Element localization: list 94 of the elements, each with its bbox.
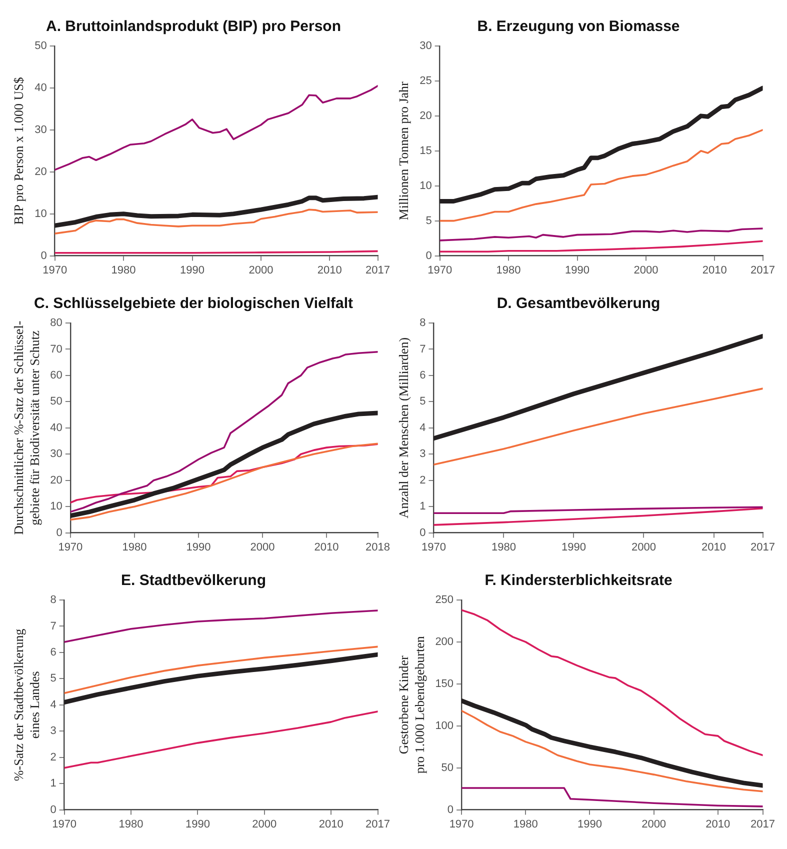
x-tick-label: 1970 <box>428 264 452 276</box>
x-tick-label: 1970 <box>42 264 68 276</box>
y-tick-label: 20 <box>34 166 47 178</box>
y-tick-label: 60 <box>50 369 62 382</box>
x-tick-label: 2010 <box>706 818 730 830</box>
x-tick-label: 1970 <box>58 541 83 554</box>
x-tick-label: 2017 <box>750 818 776 830</box>
y-tick-label: 150 <box>435 678 454 690</box>
y-axis-title: Millionen Tonnen pro Jahr <box>396 80 412 220</box>
y-tick-label: 0 <box>420 526 426 539</box>
y-axis-title: Gestorbene Kinder pro 1.000 Lebendgeburten <box>396 636 427 774</box>
y-tick-label: 70 <box>50 343 62 356</box>
x-tick-label: 1990 <box>180 264 204 276</box>
y-tick-label: 5 <box>420 396 426 408</box>
x-tick-label: 2017 <box>366 264 390 276</box>
y-tick-label: 100 <box>435 720 454 732</box>
y-tick-label: 80 <box>50 317 62 330</box>
x-tick-label: 2000 <box>252 818 277 830</box>
x-tick-label: 1990 <box>186 541 211 554</box>
chart-title: E. Stadtbevölkerung <box>120 572 266 590</box>
y-tick-label: 40 <box>50 422 62 434</box>
y-tick-label: 5 <box>426 214 432 227</box>
y-tick-label: 8 <box>50 594 56 606</box>
x-tick-label: 1990 <box>561 541 586 554</box>
y-tick-label: 0 <box>50 804 56 816</box>
x-tick-label: 1980 <box>513 818 538 830</box>
y-axis-title: BIP pro Person x 1.000 US$ <box>11 76 26 225</box>
y-tick-label: 0 <box>40 250 47 262</box>
y-axis-title: Anzahl der Menschen (Milliarden) <box>396 337 412 518</box>
y-tick-label: 0 <box>447 804 454 816</box>
y-tick-label: 0 <box>56 526 62 539</box>
y-tick-label: 1 <box>420 500 426 513</box>
y-tick-label: 8 <box>420 317 426 330</box>
x-tick-label: 2017 <box>366 818 390 830</box>
y-tick-label: 0 <box>426 250 432 262</box>
y-tick-label: 30 <box>50 448 62 460</box>
y-tick-label: 50 <box>50 396 62 408</box>
y-tick-label: 15 <box>420 144 432 157</box>
y-axis-title: Durchschnittlicher %-Satz der Schlüssel- gebiete für Biodiversität unter Schutz <box>11 320 42 535</box>
y-tick-label: 25 <box>420 75 432 87</box>
y-axis-title: %-Satz der Stadtbevölkerung eines Landes <box>11 628 42 782</box>
x-tick-label: 2000 <box>642 818 666 830</box>
y-tick-label: 5 <box>50 672 56 685</box>
y-tick-label: 30 <box>34 124 47 136</box>
y-tick-label: 3 <box>420 448 426 460</box>
y-tick-label: 4 <box>50 698 56 711</box>
x-tick-label: 2018 <box>366 541 390 554</box>
y-tick-label: 6 <box>420 369 426 382</box>
x-tick-label: 1980 <box>496 264 521 276</box>
y-tick-label: 200 <box>435 636 454 648</box>
x-tick-label: 2010 <box>317 264 342 276</box>
x-tick-label: 1970 <box>52 818 77 830</box>
x-tick-label: 2010 <box>318 818 344 830</box>
x-tick-label: 1980 <box>491 541 516 554</box>
x-tick-label: 2017 <box>750 264 776 276</box>
x-tick-label: 1990 <box>565 264 590 276</box>
y-tick-label: 1 <box>50 778 56 790</box>
x-tick-label: 1980 <box>118 818 144 830</box>
x-tick-label: 1970 <box>449 818 474 830</box>
x-tick-label: 1970 <box>421 541 446 554</box>
y-tick-label: 4 <box>420 422 426 434</box>
y-tick-label: 10 <box>50 500 62 513</box>
y-tick-label: 6 <box>50 646 56 658</box>
y-tick-label: 30 <box>420 40 432 52</box>
x-tick-label: 1990 <box>185 818 210 830</box>
y-tick-label: 2 <box>420 474 426 486</box>
chart-title: D. Gesamtbevölkerung <box>496 295 660 312</box>
x-tick-label: 2000 <box>248 264 274 276</box>
y-tick-label: 50 <box>441 762 454 774</box>
chart-title: F. Kindersterblichkeitsrate <box>484 572 672 590</box>
x-tick-label: 2000 <box>632 541 656 554</box>
x-tick-label: 1980 <box>111 264 136 276</box>
x-tick-label: 1980 <box>122 541 147 554</box>
y-tick-label: 50 <box>34 40 47 52</box>
y-tick-label: 20 <box>420 110 432 122</box>
x-tick-label: 2017 <box>750 541 776 554</box>
y-tick-label: 40 <box>34 82 47 94</box>
y-tick-label: 7 <box>420 343 426 356</box>
x-tick-label: 2010 <box>702 541 726 554</box>
x-tick-label: 2010 <box>314 541 339 554</box>
y-tick-label: 2 <box>50 751 56 764</box>
y-tick-label: 10 <box>34 208 47 220</box>
y-tick-label: 7 <box>50 620 56 632</box>
y-tick-label: 10 <box>420 180 432 192</box>
x-tick-label: 2010 <box>702 264 727 276</box>
y-tick-label: 20 <box>50 474 62 486</box>
chart-title: C. Schlüsselgebiete der biologischen Vielfalt <box>34 295 353 312</box>
chart-title: A. Bruttoinlandsprodukt (BIP) pro Person <box>46 18 341 36</box>
x-tick-label: 2000 <box>250 541 275 554</box>
x-tick-label: 2000 <box>634 264 658 276</box>
x-tick-label: 1990 <box>577 818 602 830</box>
chart-title: B. Erzeugung von Biomasse <box>477 18 680 36</box>
y-tick-label: 250 <box>435 594 454 606</box>
y-tick-label: 3 <box>50 725 56 738</box>
